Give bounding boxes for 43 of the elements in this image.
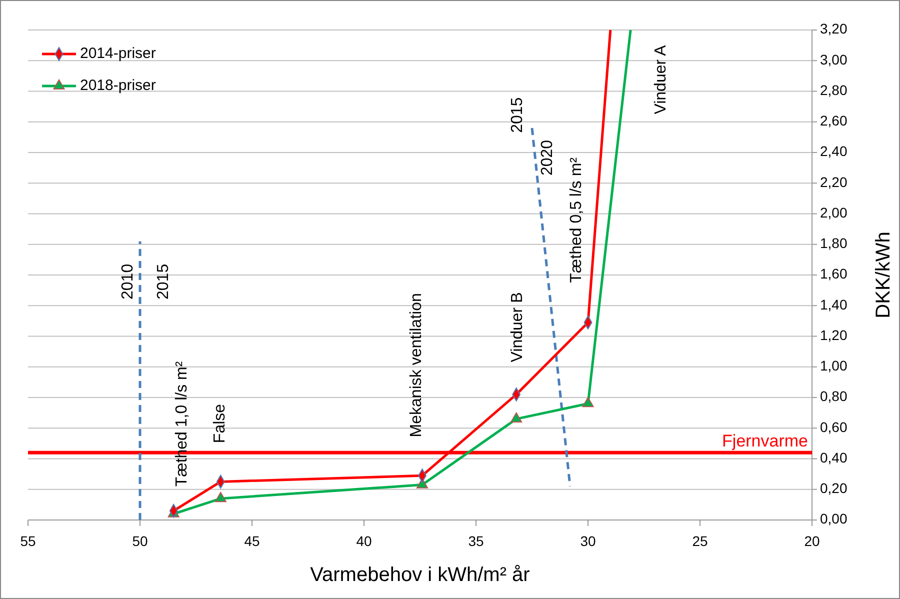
y-tick-label: 2,40: [820, 143, 848, 160]
y-tick-label: 0,80: [820, 388, 848, 404]
y-tick-label: 1,00: [820, 358, 848, 374]
legend-label: 2018-priser: [80, 76, 156, 94]
y-tick-label: 0,40: [820, 449, 848, 466]
y-tick-label: 3,00: [820, 51, 848, 68]
x-tick-label: 35: [468, 533, 484, 549]
x-tick-label: 20: [804, 533, 820, 549]
y-tick-label: 0,00: [820, 510, 848, 527]
x-tick-label: 30: [580, 533, 596, 549]
y-tick-label: 1,20: [820, 326, 848, 343]
point: [510, 412, 522, 422]
y-axis-title: DKK/kWh: [872, 232, 894, 318]
legend-label: 2014-priser: [80, 44, 156, 62]
x-axis-title: Varmebehov i kWh/m² år: [310, 564, 530, 586]
y-tick-label: 3,20: [820, 20, 848, 37]
y-tick-label: 1,60: [820, 266, 848, 282]
ref-line-label: Fjernvarme: [722, 432, 808, 451]
annotation: 2020: [539, 140, 556, 176]
annotation: False: [211, 404, 228, 444]
annotation: Tæthed 0,5 l/s m²: [568, 156, 586, 283]
annotation: Tæthed 1,0 l/s m²: [174, 360, 191, 487]
annotation: 2015: [509, 97, 526, 133]
x-tick-label: 45: [244, 533, 260, 549]
annotation: 2015: [154, 264, 172, 300]
y-tick-label: 0,20: [820, 480, 848, 496]
y-tick-label: 2,20: [820, 174, 848, 190]
annotation: Vinduer A: [652, 44, 670, 114]
y-tick-label: 1,40: [820, 296, 848, 312]
x-tick-label: 25: [692, 533, 708, 549]
point: [214, 492, 226, 502]
y-tick-label: 1,80: [820, 235, 848, 252]
y-tick-label: 2,00: [820, 204, 848, 220]
x-tick-label: 50: [132, 533, 148, 549]
annotation: 2010: [120, 264, 137, 300]
annotation: Mekanisk ventilation: [408, 293, 426, 438]
y-tick-label: 0,60: [820, 418, 848, 435]
y-tick-label: 2,60: [820, 112, 848, 129]
y-tick-label: 2,80: [820, 82, 848, 98]
annotation: Vinduer B: [509, 292, 526, 362]
x-tick-label: 55: [20, 533, 36, 549]
x-tick-label: 40: [356, 533, 372, 549]
point: [582, 397, 594, 408]
